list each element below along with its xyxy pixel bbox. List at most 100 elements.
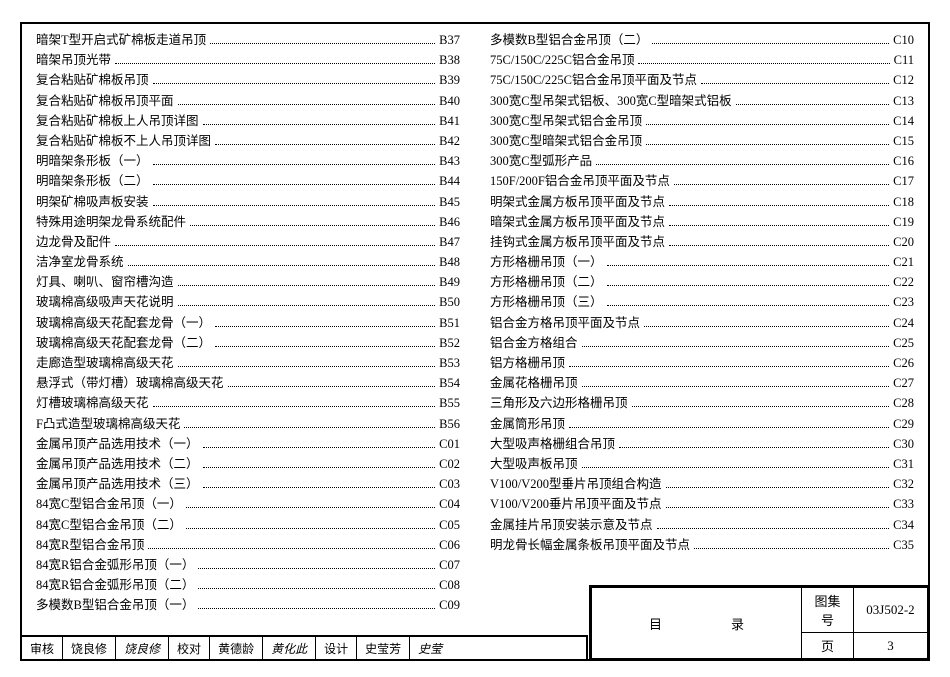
toc-entry-code: C09 xyxy=(439,599,460,612)
toc-entry-label: 复合粘贴矿棉板吊顶 xyxy=(36,74,149,87)
toc-row: 金属吊顶产品选用技术（一） C01 xyxy=(36,438,460,451)
page: 暗架T型开启式矿棉板走道吊顶B37暗架吊顶光带B38复合粘贴矿棉板吊顶B39复合… xyxy=(0,0,950,677)
toc-right-column: 多模数B型铝合金吊顶（二）C1075C/150C/225C铝合金吊顶C1175C… xyxy=(490,34,914,597)
toc-leader-dots xyxy=(115,63,435,64)
toc-leader-dots xyxy=(190,225,435,226)
toc-row: 复合粘贴矿棉板吊顶平面B40 xyxy=(36,95,460,108)
toc-row: 300宽C型吊架式铝板、300宽C型暗架式铝板 C13 xyxy=(490,95,914,108)
toc-row: F凸式造型玻璃棉高级天花B56 xyxy=(36,418,460,431)
toc-leader-dots xyxy=(203,487,436,488)
toc-row: 75C/150C/225C铝合金吊顶C11 xyxy=(490,54,914,67)
toc-row: 明暗架条形板（二）B44 xyxy=(36,175,460,188)
toc-entry-label: 挂钩式金属方板吊顶平面及节点 xyxy=(490,236,665,249)
toc-entry-code: C26 xyxy=(893,357,914,370)
toc-entry-code: C22 xyxy=(893,276,914,289)
toc-leader-dots xyxy=(646,144,889,145)
toc-leader-dots xyxy=(210,43,435,44)
toc-row: 方形格栅吊顶（一）C21 xyxy=(490,256,914,269)
toc-leader-dots xyxy=(215,346,435,347)
toc-row: 84宽C型铝合金吊顶（二）C05 xyxy=(36,519,460,532)
toc-entry-label: 灯槽玻璃棉高级天花 xyxy=(36,397,149,410)
toc-row: 明龙骨长幅金属条板吊顶平面及节点 C35 xyxy=(490,539,914,552)
toc-row: 300宽C型暗架式铝合金吊顶 C15 xyxy=(490,135,914,148)
toc-row: 复合粘贴矿棉板上人吊顶详图B41 xyxy=(36,115,460,128)
toc-entry-label: V100/V200型垂片吊顶组合构造 xyxy=(490,478,662,491)
toc-entry-label: 84宽C型铝合金吊顶（一） xyxy=(36,498,182,511)
toc-entry-code: C03 xyxy=(439,478,460,491)
series-label: 图集号 xyxy=(802,588,854,633)
toc-entry-code: B51 xyxy=(439,317,460,330)
toc-entry-label: 75C/150C/225C铝合金吊顶 xyxy=(490,54,634,67)
check-label: 审核 xyxy=(22,637,63,659)
toc-entry-code: C10 xyxy=(893,34,914,47)
toc-leader-dots xyxy=(186,528,435,529)
toc-entry-code: B52 xyxy=(439,337,460,350)
toc-leader-dots xyxy=(596,164,889,165)
title-block: 目 录 图集号 03J502-2 页 3 xyxy=(589,585,930,661)
toc-row: 玻璃棉高级天花配套龙骨（二）B52 xyxy=(36,337,460,350)
toc-entry-label: 悬浮式（带灯槽）玻璃棉高级天花 xyxy=(36,377,224,390)
toc-leader-dots xyxy=(153,184,436,185)
toc-row: 金属花格栅吊顶C27 xyxy=(490,377,914,390)
toc-entry-label: 玻璃棉高级天花配套龙骨（一） xyxy=(36,317,211,330)
toc-entry-label: 300宽C型吊架式铝板、300宽C型暗架式铝板 xyxy=(490,95,732,108)
toc-entry-label: 大型吸声板吊顶 xyxy=(490,458,578,471)
toc-row: 玻璃棉高级吸声天花说明B50 xyxy=(36,296,460,309)
toc-entry-code: B55 xyxy=(439,397,460,410)
toc-leader-dots xyxy=(652,43,889,44)
toc-row: 金属筒形吊顶C29 xyxy=(490,418,914,431)
toc-columns: 暗架T型开启式矿棉板走道吊顶B37暗架吊顶光带B38复合粘贴矿棉板吊顶B39复合… xyxy=(36,34,914,597)
toc-leader-dots xyxy=(736,104,889,105)
toc-entry-label: 复合粘贴矿棉板不上人吊顶详图 xyxy=(36,135,211,148)
check-signature: 饶良修 xyxy=(116,637,169,659)
toc-entry-label: 金属吊顶产品选用技术（一） xyxy=(36,438,199,451)
toc-row: 挂钩式金属方板吊顶平面及节点C20 xyxy=(490,236,914,249)
toc-entry-label: 洁净室龙骨系统 xyxy=(36,256,124,269)
toc-leader-dots xyxy=(115,245,435,246)
toc-entry-code: C13 xyxy=(893,95,914,108)
toc-entry-code: C15 xyxy=(893,135,914,148)
toc-entry-label: 明暗架条形板（一） xyxy=(36,155,149,168)
toc-leader-dots xyxy=(198,588,435,589)
toc-leader-dots xyxy=(582,467,890,468)
toc-row: 多模数B型铝合金吊顶（二） C10 xyxy=(490,34,914,47)
toc-entry-code: C06 xyxy=(439,539,460,552)
toc-entry-label: 明龙骨长幅金属条板吊顶平面及节点 xyxy=(490,539,690,552)
toc-leader-dots xyxy=(666,507,890,508)
toc-row: 复合粘贴矿棉板吊顶 B39 xyxy=(36,74,460,87)
toc-entry-code: B54 xyxy=(439,377,460,390)
toc-entry-label: 方形格栅吊顶（二） xyxy=(490,276,603,289)
toc-entry-label: 金属挂片吊顶安装示意及节点 xyxy=(490,519,653,532)
toc-entry-label: 灯具、喇叭、窗帘槽沟造 xyxy=(36,276,174,289)
toc-row: 75C/150C/225C铝合金吊顶平面及节点C12 xyxy=(490,74,914,87)
toc-entry-code: C35 xyxy=(893,539,914,552)
toc-entry-label: 走廊造型玻璃棉高级天花 xyxy=(36,357,174,370)
toc-entry-code: C24 xyxy=(893,317,914,330)
toc-entry-label: 150F/200F铝合金吊顶平面及节点 xyxy=(490,175,670,188)
toc-entry-code: B39 xyxy=(439,74,460,87)
toc-entry-label: 84宽R铝合金弧形吊顶（二） xyxy=(36,579,194,592)
toc-row: 84宽R铝合金弧形吊顶（一）C07 xyxy=(36,559,460,572)
toc-entry-code: C14 xyxy=(893,115,914,128)
toc-leader-dots xyxy=(632,406,890,407)
toc-leader-dots xyxy=(178,285,436,286)
title-block-table: 目 录 图集号 03J502-2 页 3 xyxy=(591,587,928,659)
toc-leader-dots xyxy=(153,83,436,84)
toc-entry-code: C01 xyxy=(439,438,460,451)
toc-leader-dots xyxy=(153,164,436,165)
toc-entry-code: B44 xyxy=(439,175,460,188)
toc-entry-code: C07 xyxy=(439,559,460,572)
toc-entry-code: C17 xyxy=(893,175,914,188)
toc-entry-label: 多模数B型铝合金吊顶（二） xyxy=(490,34,648,47)
toc-leader-dots xyxy=(178,104,436,105)
toc-entry-code: B41 xyxy=(439,115,460,128)
toc-row: 特殊用途明架龙骨系统配件B46 xyxy=(36,216,460,229)
toc-entry-code: B43 xyxy=(439,155,460,168)
toc-entry-label: V100/V200垂片吊顶平面及节点 xyxy=(490,498,662,511)
toc-row: 铝合金方格组合C25 xyxy=(490,337,914,350)
toc-entry-code: C05 xyxy=(439,519,460,532)
toc-row: 暗架吊顶光带B38 xyxy=(36,54,460,67)
toc-entry-label: 300宽C型暗架式铝合金吊顶 xyxy=(490,135,642,148)
toc-row: 方形格栅吊顶（二） C22 xyxy=(490,276,914,289)
toc-entry-code: C19 xyxy=(893,216,914,229)
